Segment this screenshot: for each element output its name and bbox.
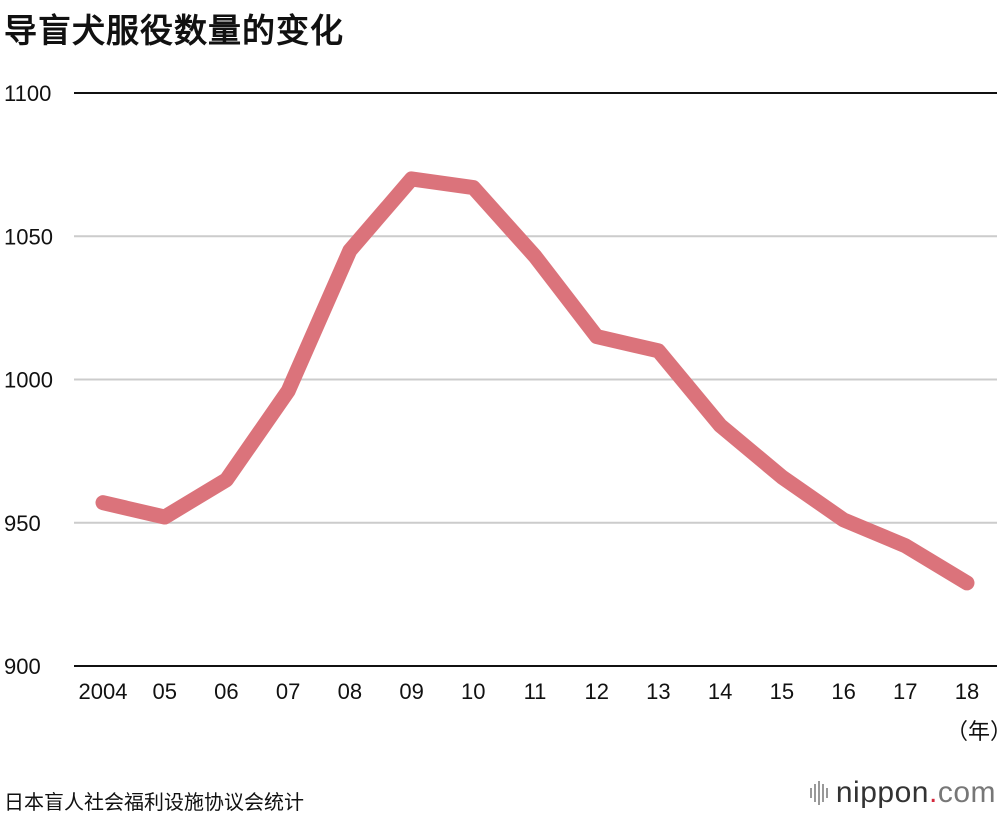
x-tick-label: 06 — [214, 679, 238, 704]
x-tick-label: 18 — [955, 679, 979, 704]
y-tick-label: 950 — [4, 511, 41, 536]
x-tick-label: 17 — [893, 679, 917, 704]
y-tick-label: 900 — [4, 654, 41, 679]
x-tick-label: 08 — [338, 679, 362, 704]
logo-bars-icon — [809, 781, 828, 805]
x-tick-label: 05 — [152, 679, 176, 704]
x-tick-label: 14 — [708, 679, 732, 704]
source-note: 日本盲人社会福利设施协议会统计 — [4, 790, 304, 814]
x-tick-label: 16 — [831, 679, 855, 704]
x-tick-label: 07 — [276, 679, 300, 704]
x-tick-label: 10 — [461, 679, 485, 704]
gridlines — [74, 92, 997, 667]
x-tick-label: 09 — [399, 679, 423, 704]
series-group — [95, 171, 975, 591]
logo-domain: com — [937, 776, 996, 809]
y-tick-label: 1050 — [4, 224, 53, 249]
y-tick-label: 1100 — [4, 81, 51, 106]
logo-dot: . — [928, 776, 938, 809]
logo-wordmark: nippon.com — [836, 776, 996, 810]
x-tick-label: 13 — [646, 679, 670, 704]
y-tick-label: 1000 — [4, 368, 53, 393]
x-tick-label: 2004 — [79, 679, 128, 704]
x-axis-ticks: 2004 05 06 07 08 09 10 11 12 13 14 15 16 17 18 — [79, 679, 980, 704]
x-tick-label: 12 — [584, 679, 608, 704]
y-axis-ticks: 900 950 1000 1050 1100 — [4, 81, 53, 679]
x-axis-unit-label: （年） — [946, 720, 1000, 745]
x-tick-label: 15 — [770, 679, 794, 704]
chart-title: 导盲犬服役数量的变化 — [4, 11, 344, 50]
x-tick-label: 11 — [524, 679, 547, 704]
nippon-logo: nippon.com — [809, 776, 996, 810]
logo-name: nippon — [835, 776, 929, 809]
